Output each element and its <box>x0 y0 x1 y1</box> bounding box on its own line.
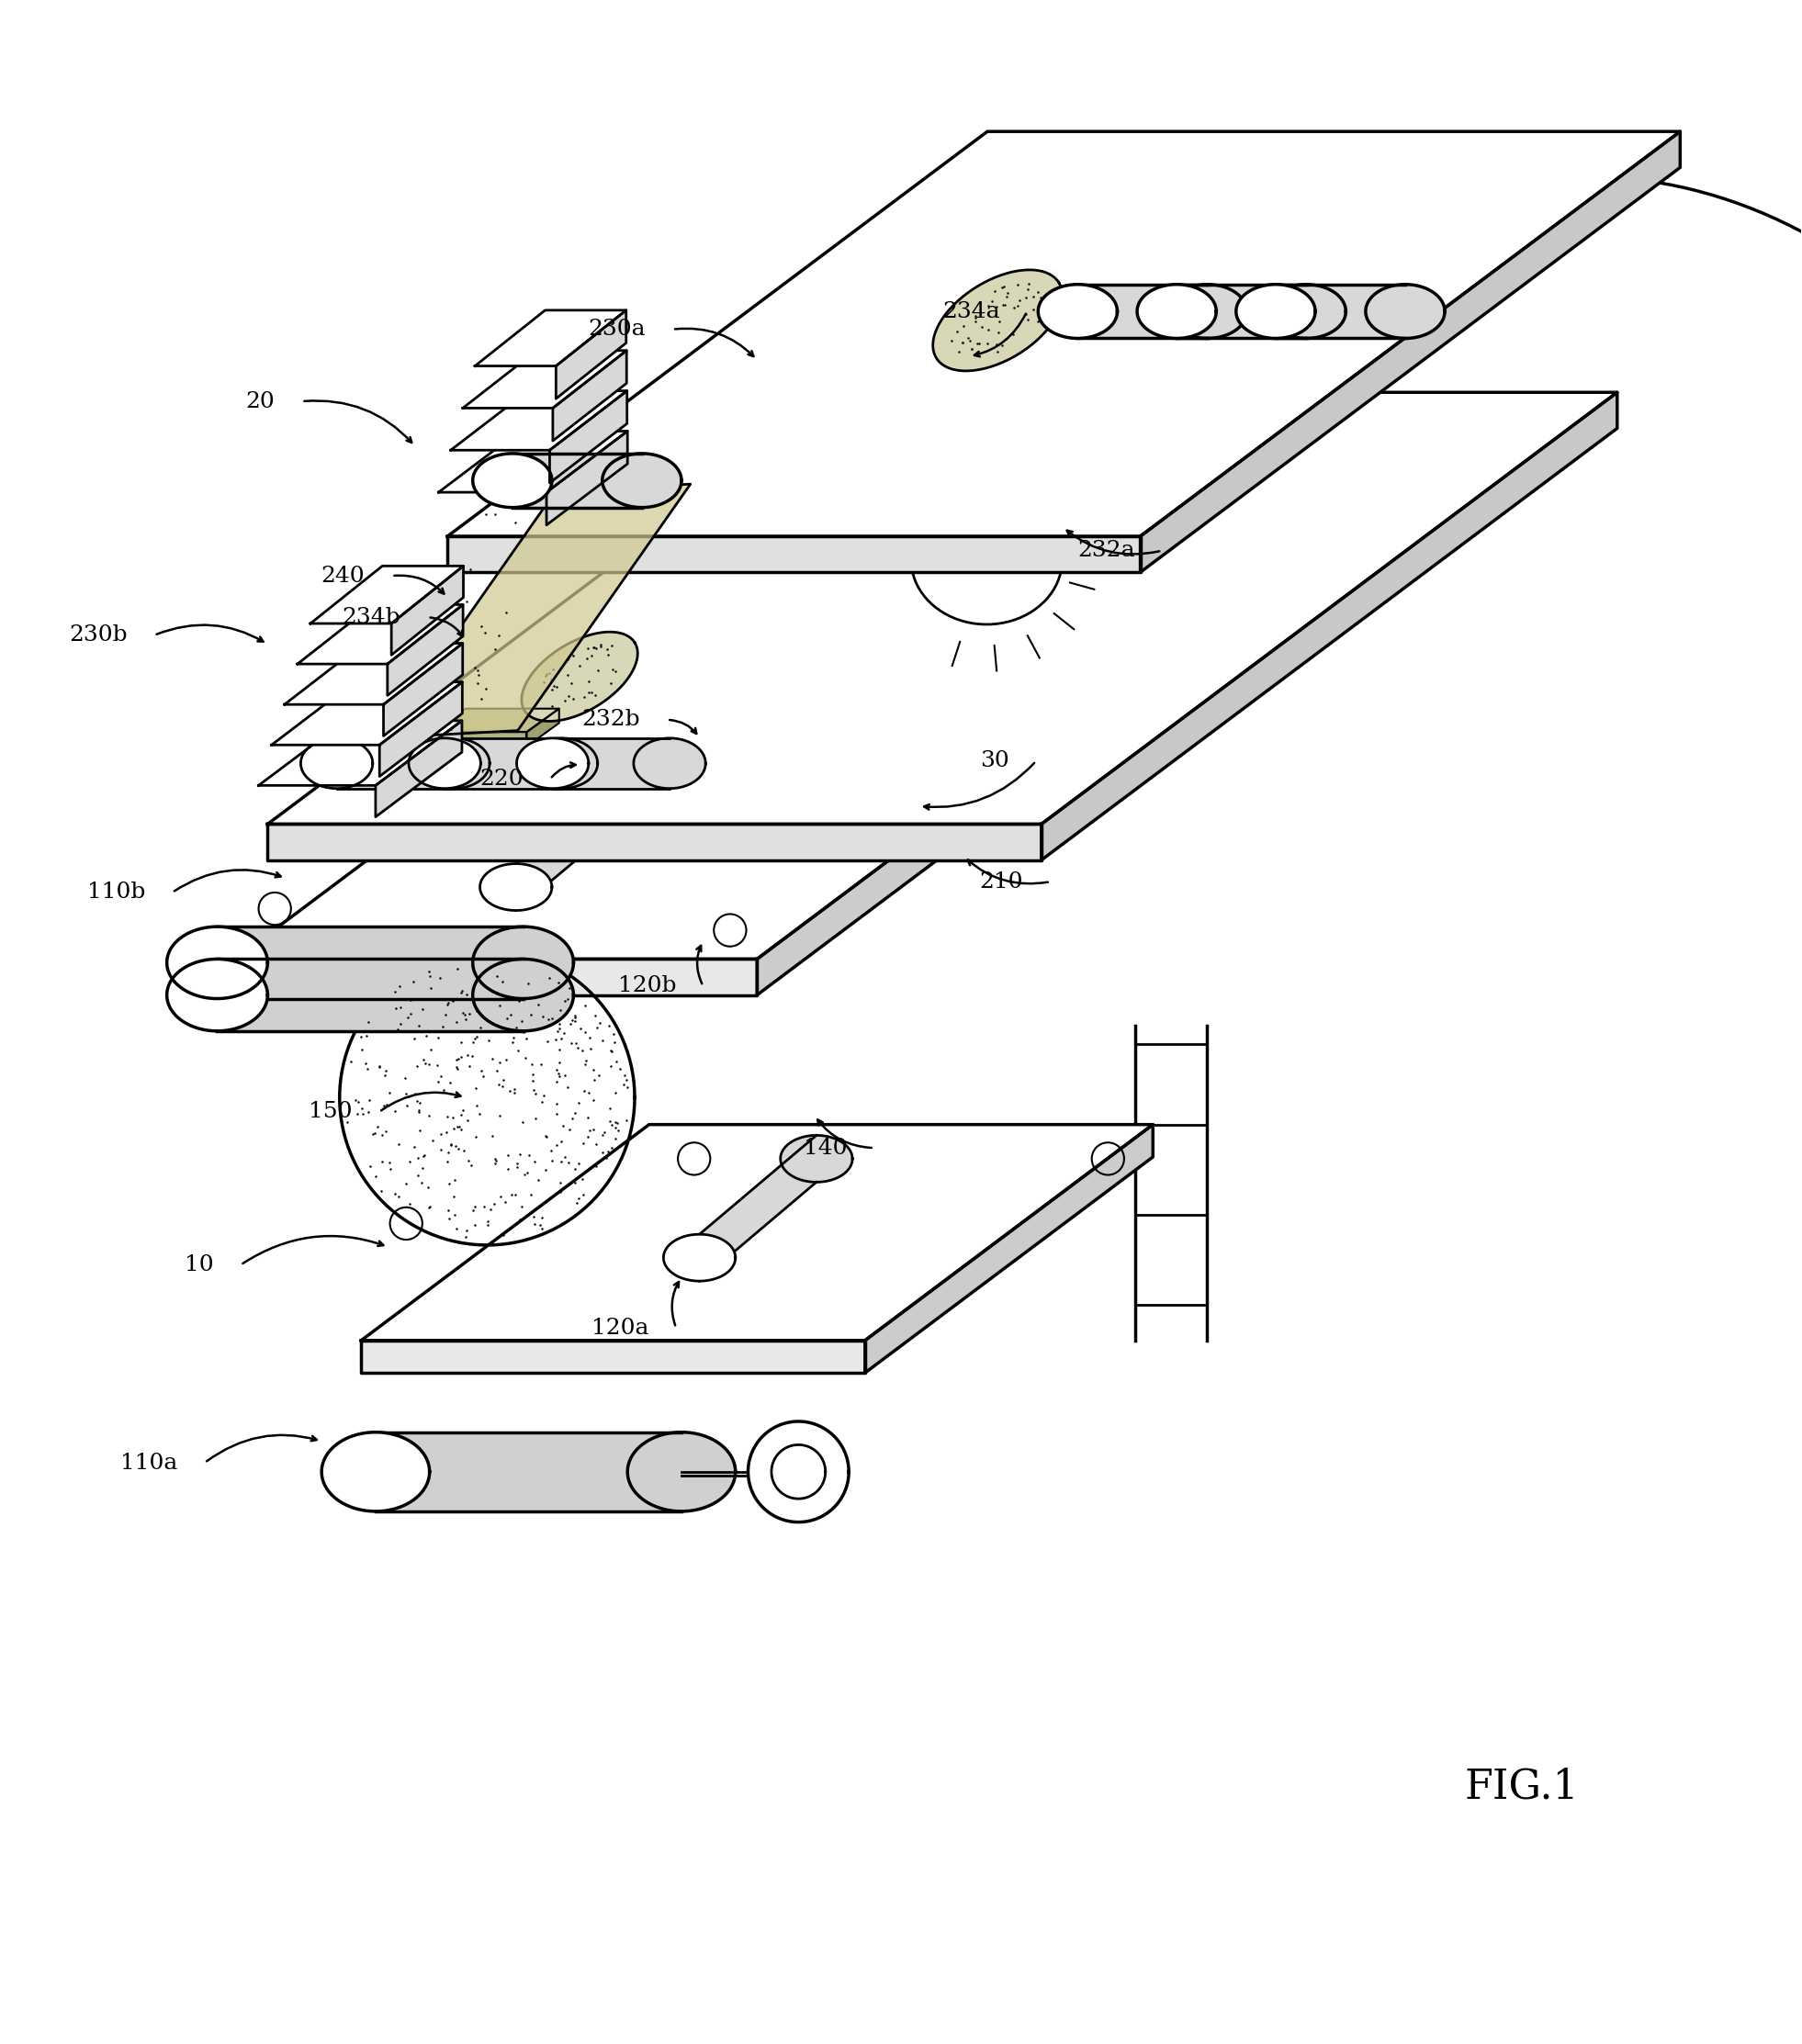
Polygon shape <box>463 350 627 409</box>
Text: 150: 150 <box>308 1102 351 1122</box>
Text: 110a: 110a <box>121 1451 178 1474</box>
Polygon shape <box>310 566 463 623</box>
Polygon shape <box>380 683 463 777</box>
Polygon shape <box>1137 284 1216 339</box>
Polygon shape <box>1141 131 1679 572</box>
Polygon shape <box>267 824 1042 861</box>
Polygon shape <box>663 1235 735 1282</box>
Polygon shape <box>479 865 551 910</box>
Text: 210: 210 <box>980 871 1024 893</box>
Polygon shape <box>267 392 1616 824</box>
Polygon shape <box>1177 284 1306 339</box>
Polygon shape <box>602 454 681 507</box>
Polygon shape <box>382 484 690 738</box>
Polygon shape <box>321 1433 429 1511</box>
Polygon shape <box>627 1433 735 1511</box>
Text: 230a: 230a <box>587 319 645 339</box>
Polygon shape <box>472 926 573 1000</box>
Polygon shape <box>512 454 642 507</box>
Polygon shape <box>517 738 589 789</box>
Polygon shape <box>432 732 526 746</box>
Polygon shape <box>476 311 625 366</box>
Polygon shape <box>168 926 267 1000</box>
Polygon shape <box>450 390 627 450</box>
Text: 120a: 120a <box>591 1316 649 1339</box>
Polygon shape <box>865 1124 1153 1374</box>
Text: 110b: 110b <box>86 881 146 903</box>
Text: 20: 20 <box>245 390 274 413</box>
Polygon shape <box>1078 284 1207 339</box>
Polygon shape <box>236 959 757 995</box>
Text: 10: 10 <box>184 1255 214 1275</box>
Polygon shape <box>526 738 598 789</box>
Polygon shape <box>780 1134 852 1181</box>
Text: FIG.1: FIG.1 <box>1465 1766 1579 1807</box>
Polygon shape <box>748 1421 849 1523</box>
Polygon shape <box>236 744 1045 959</box>
Polygon shape <box>375 1433 681 1511</box>
Polygon shape <box>447 536 1141 572</box>
Polygon shape <box>591 771 663 818</box>
Polygon shape <box>360 1341 865 1374</box>
Polygon shape <box>218 959 523 1030</box>
Text: 234b: 234b <box>342 607 400 628</box>
Polygon shape <box>297 605 463 664</box>
Polygon shape <box>1038 284 1117 339</box>
Polygon shape <box>757 744 1045 995</box>
Polygon shape <box>339 950 634 1245</box>
Polygon shape <box>360 1124 1153 1341</box>
Polygon shape <box>553 738 670 789</box>
Polygon shape <box>472 959 573 1030</box>
Polygon shape <box>259 722 461 785</box>
Polygon shape <box>472 454 551 507</box>
Polygon shape <box>553 350 627 442</box>
Polygon shape <box>409 738 481 789</box>
Polygon shape <box>384 644 463 736</box>
Polygon shape <box>912 495 1061 623</box>
Text: 240: 240 <box>321 566 364 587</box>
Polygon shape <box>432 709 559 732</box>
Polygon shape <box>447 131 1679 536</box>
Polygon shape <box>418 738 490 789</box>
Text: 30: 30 <box>980 750 1009 773</box>
Polygon shape <box>391 566 463 654</box>
Text: 120b: 120b <box>618 975 676 997</box>
Polygon shape <box>634 738 706 789</box>
Text: 220: 220 <box>479 769 523 789</box>
Polygon shape <box>285 644 463 705</box>
Text: 140: 140 <box>804 1136 847 1159</box>
Text: 230b: 230b <box>68 625 128 646</box>
Polygon shape <box>1276 284 1406 339</box>
Polygon shape <box>1366 284 1445 339</box>
Polygon shape <box>337 738 454 789</box>
Polygon shape <box>445 738 562 789</box>
Polygon shape <box>438 431 627 493</box>
Polygon shape <box>550 390 627 482</box>
Polygon shape <box>526 709 559 746</box>
Polygon shape <box>218 926 523 1000</box>
Polygon shape <box>1267 284 1346 339</box>
Polygon shape <box>933 270 1063 370</box>
Polygon shape <box>375 722 461 818</box>
Polygon shape <box>1042 392 1616 861</box>
Polygon shape <box>168 959 267 1030</box>
Text: 232a: 232a <box>1078 540 1135 562</box>
Polygon shape <box>272 683 463 744</box>
Text: 234a: 234a <box>942 300 1000 323</box>
Polygon shape <box>515 771 627 910</box>
Polygon shape <box>1236 284 1315 339</box>
Polygon shape <box>301 738 373 789</box>
Polygon shape <box>546 431 627 525</box>
Polygon shape <box>1168 284 1247 339</box>
Polygon shape <box>521 632 638 722</box>
Polygon shape <box>387 605 463 695</box>
Polygon shape <box>557 311 625 399</box>
Polygon shape <box>699 1134 816 1282</box>
Text: 232b: 232b <box>582 709 640 730</box>
